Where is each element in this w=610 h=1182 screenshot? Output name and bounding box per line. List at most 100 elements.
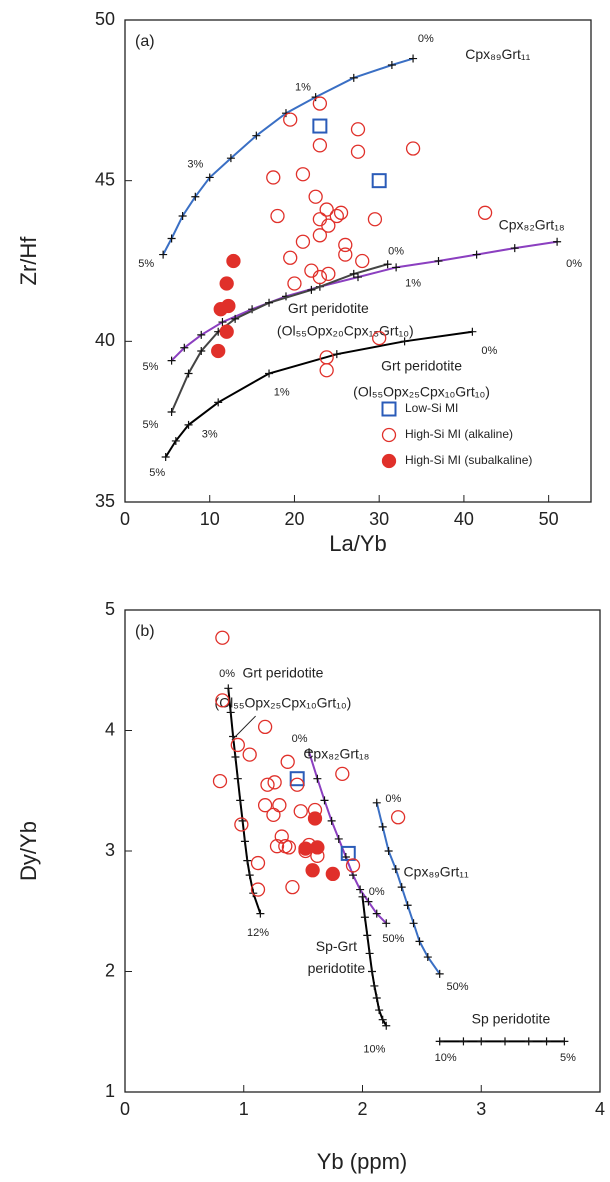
- curve-label: Grt peridotite: [242, 665, 323, 681]
- melting-percent-label: 5%: [142, 361, 158, 373]
- melting-percent-label: 0%: [369, 886, 385, 898]
- data-point: [312, 118, 328, 134]
- plot-frame: [124, 19, 592, 503]
- data-point: [390, 810, 406, 825]
- curve-step-mark: [334, 834, 343, 843]
- y-tick-label: 3: [105, 840, 115, 860]
- curve-step-mark: [423, 953, 432, 962]
- curve-step-mark: [409, 54, 418, 63]
- y-tick-label: 50: [95, 9, 115, 29]
- curve-step-mark: [205, 173, 214, 182]
- curve-label: Cpx₈₂Grt₁₈: [499, 216, 565, 232]
- curve-label: (Ol₅₅Opx₂₅Cpx₁₀Grt₁₀): [353, 383, 490, 399]
- melting-percent-label: 5%: [138, 258, 154, 270]
- x-axis-title: Yb (ppm): [317, 1149, 407, 1174]
- y-tick-label: 40: [95, 330, 115, 350]
- melting-percent-label: 1%: [295, 81, 311, 93]
- data-point: [350, 122, 366, 137]
- data-point: [215, 693, 230, 708]
- data-point: [257, 719, 273, 735]
- curve-step-mark: [327, 816, 336, 825]
- x-tick-label: 20: [284, 509, 304, 529]
- curve-step-mark: [360, 913, 369, 922]
- curve-step-mark: [553, 237, 562, 246]
- data-point: [312, 269, 328, 285]
- curve-step-mark: [167, 234, 176, 243]
- curve-step-mark: [364, 897, 373, 906]
- melting-percent-label: 0%: [481, 345, 497, 357]
- curve-label: Grt peridotite: [381, 358, 462, 374]
- curve-step-mark: [372, 798, 381, 807]
- y-tick-label: 45: [95, 169, 115, 189]
- curve-step-mark: [435, 1037, 444, 1046]
- data-point: [219, 324, 234, 339]
- data-point: [230, 737, 245, 753]
- y-tick-label: 4: [105, 719, 115, 739]
- curve-step-mark: [510, 244, 519, 253]
- data-point: [319, 202, 334, 217]
- legend-label: High-Si MI (alkaline): [405, 427, 513, 441]
- curve-step-mark: [214, 398, 223, 407]
- data-point: [298, 841, 313, 856]
- curve-label: Cpx₈₉Grt₁₁: [465, 46, 530, 62]
- data-point: [260, 777, 275, 792]
- curve-step-mark: [392, 263, 401, 272]
- melting-percent-label: 0%: [292, 733, 308, 745]
- data-point: [293, 804, 308, 819]
- y-tick-label: 2: [105, 960, 115, 980]
- model-curve: [162, 57, 414, 256]
- curve-step-mark: [372, 994, 381, 1003]
- curve-step-mark: [383, 260, 392, 269]
- y-tick-label: 1: [105, 1081, 115, 1101]
- data-point: [257, 798, 273, 813]
- curve-step-mark: [161, 453, 170, 462]
- curve-step-mark: [265, 369, 274, 378]
- curve-label: Sp-Grt: [316, 938, 357, 954]
- model-curve: [164, 330, 473, 458]
- data-point: [325, 866, 340, 882]
- curve-step-mark: [477, 1037, 486, 1046]
- data-point: [272, 798, 287, 813]
- data-point: [266, 170, 281, 185]
- data-point: [213, 302, 228, 317]
- data-point: [269, 839, 285, 854]
- data-point: [242, 747, 257, 762]
- y-tick-label: 5: [105, 599, 115, 619]
- curve-step-mark: [180, 343, 189, 352]
- model-curve: [375, 802, 441, 975]
- curve-step-mark: [363, 931, 372, 940]
- curve-step-mark: [375, 1006, 384, 1015]
- y-axis-title: Zr/Hf: [16, 236, 41, 286]
- curve-step-mark: [236, 796, 245, 805]
- curve-step-mark: [382, 919, 391, 928]
- data-point: [274, 829, 289, 844]
- curve-step-mark: [305, 748, 314, 757]
- legend-label: High-Si MI (subalkaline): [405, 453, 532, 467]
- data-point: [295, 167, 311, 182]
- data-point: [338, 247, 353, 262]
- melting-percent-label: 1%: [274, 387, 290, 399]
- data-point: [319, 363, 334, 378]
- data-point: [234, 817, 249, 832]
- curve-label: Sp peridotite: [472, 1010, 551, 1026]
- panel-label: (b): [135, 623, 155, 640]
- melting-percent-label: 0%: [418, 33, 434, 45]
- x-tick-label: 40: [454, 509, 474, 529]
- data-point: [295, 234, 311, 249]
- curve-step-mark: [231, 314, 240, 323]
- curve-step-mark: [233, 774, 242, 783]
- data-point: [308, 189, 323, 204]
- melting-percent-label: 50%: [446, 981, 468, 993]
- curve-step-mark: [542, 1037, 551, 1046]
- curve-step-mark: [224, 684, 233, 693]
- curve-step-mark: [459, 1037, 468, 1046]
- data-point: [250, 882, 266, 897]
- model-curve: [227, 688, 262, 915]
- data-point: [304, 263, 319, 278]
- data-point: [333, 205, 349, 220]
- x-tick-label: 3: [476, 1099, 486, 1119]
- legend-marker: [381, 453, 397, 469]
- curve-step-mark: [245, 871, 254, 880]
- curve-step-mark: [167, 356, 176, 365]
- leader-line: [231, 715, 256, 741]
